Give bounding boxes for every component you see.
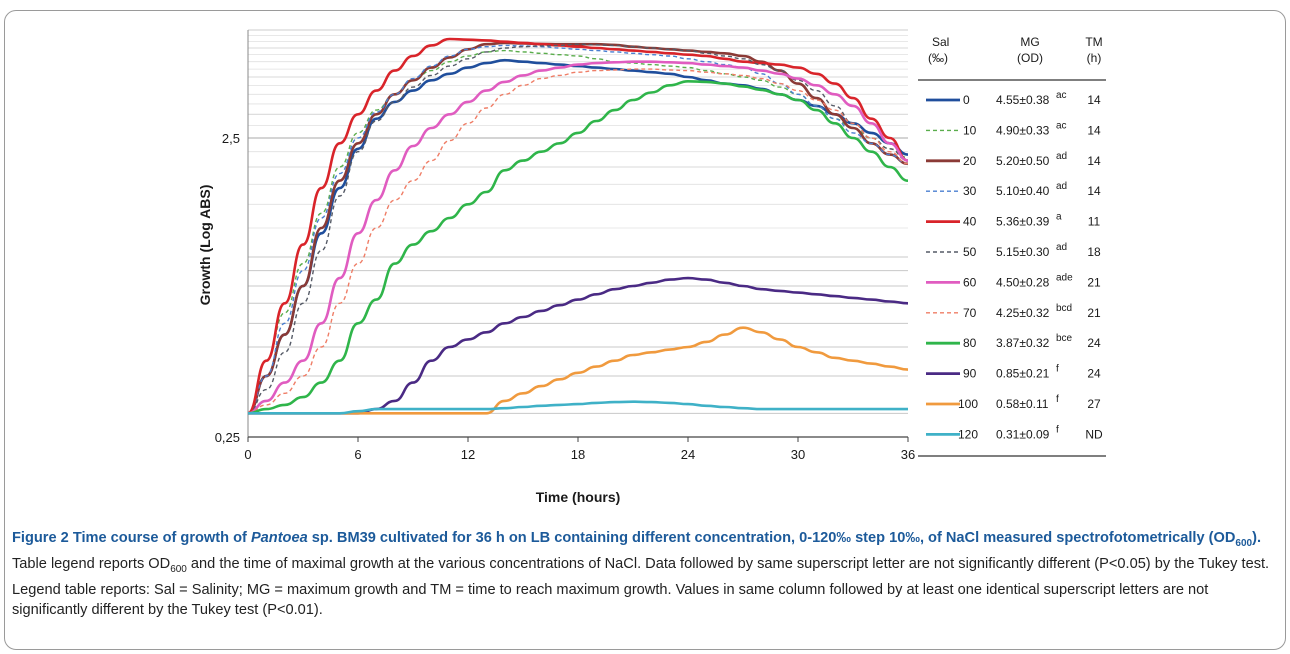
legend-tm-40: 11 xyxy=(1088,215,1101,229)
caption-figure-label: Figure 2 xyxy=(12,530,69,546)
series-line-60 xyxy=(247,60,909,415)
caption-text2: and the time of maximal growth at the va… xyxy=(12,555,1270,618)
y-tick-labels: 0,25 2,5 xyxy=(215,131,240,445)
legend-mg-sup-30: ad xyxy=(1056,181,1067,192)
legend-mg-30: 5.10±0.40 xyxy=(996,184,1050,198)
figure-frame xyxy=(4,10,1286,650)
x-tick-label: 6 xyxy=(354,447,361,462)
figure-caption: Figure 2 Time course of growth of Pantoe… xyxy=(12,528,1274,620)
series-line-50 xyxy=(247,43,909,414)
legend-mg-sup-20: ad xyxy=(1056,151,1067,162)
legend-mg-90: 0.85±0.21 xyxy=(996,367,1050,381)
legend-mg-120: 0.31±0.09 xyxy=(996,427,1050,441)
legend-tm-30: 14 xyxy=(1087,184,1101,198)
legend-header-tm-line1: TM xyxy=(1085,35,1102,49)
legend-mg-80: 3.87±0.32 xyxy=(996,336,1050,350)
legend-mg-sup-120: f xyxy=(1056,424,1059,435)
legend-mg-sup-50: ad xyxy=(1056,242,1067,253)
caption-text-subscript: 600 xyxy=(170,563,187,575)
legend-sal-30: 30 xyxy=(963,184,977,198)
caption-bold-part1: Time course of growth of xyxy=(68,530,251,546)
series-line-30 xyxy=(247,44,909,414)
legend-mg-60: 4.50±0.28 xyxy=(996,275,1050,289)
legend-tm-100: 27 xyxy=(1087,397,1101,411)
legend-mg-10: 4.90±0.33 xyxy=(996,123,1050,137)
legend-tm-50: 18 xyxy=(1087,245,1101,259)
series-line-40 xyxy=(247,37,909,415)
y-axis-title: Growth (Log ABS) xyxy=(197,185,213,306)
caption-bold-subscript: 600 xyxy=(1235,537,1253,549)
legend-mg-sup-0: ac xyxy=(1056,90,1067,101)
legend-tm-90: 24 xyxy=(1087,367,1101,381)
grid-layer xyxy=(248,29,908,414)
legend-sal-0: 0 xyxy=(963,93,970,107)
x-tick-label: 12 xyxy=(461,447,475,462)
legend-mg-0: 4.55±0.38 xyxy=(996,93,1050,107)
legend-sal-120: 120 xyxy=(958,427,978,441)
series-line-80 xyxy=(247,80,909,415)
legend-mg-sup-70: bcd xyxy=(1056,303,1072,314)
x-tick-label: 0 xyxy=(244,447,251,462)
legend-sal-50: 50 xyxy=(963,245,977,259)
y-tick-label: 0,25 xyxy=(215,430,240,445)
legend-tm-120: ND xyxy=(1085,427,1103,441)
growth-chart: 0 6 12 18 24 30 36 0,25 2,5 Time (hours) Growth… xyxy=(197,29,1106,505)
x-tick-label: 30 xyxy=(791,447,805,462)
legend-header-tm-line2: (h) xyxy=(1087,51,1102,65)
legend-tm-60: 21 xyxy=(1087,275,1101,289)
legend-mg-40: 5.36±0.39 xyxy=(996,215,1050,229)
legend-header-sal-line1: Sal xyxy=(932,35,949,49)
series-line-100 xyxy=(248,326,909,415)
x-tick-label: 36 xyxy=(901,447,915,462)
legend-mg-sup-90: f xyxy=(1056,364,1059,375)
x-tick-labels: 0 6 12 18 24 30 36 xyxy=(244,437,915,462)
legend-sal-20: 20 xyxy=(963,154,977,168)
legend-sal-80: 80 xyxy=(963,336,977,350)
legend-tm-80: 24 xyxy=(1087,336,1101,350)
legend-sal-60: 60 xyxy=(963,275,977,289)
series-line-0 xyxy=(247,58,909,415)
caption-text1: Table legend reports OD xyxy=(12,555,171,572)
series-line-70 xyxy=(247,68,909,414)
legend-mg-sup-60: ade xyxy=(1056,272,1073,283)
legend-header-mg-line2: (OD) xyxy=(1017,51,1043,65)
caption-species: Pantoea xyxy=(250,530,308,546)
caption-bold-part2: sp. BM39 cultivated for 36 h on LB conta… xyxy=(307,530,1236,546)
legend-header-sal-line2: (‰) xyxy=(928,51,948,65)
series-line-120 xyxy=(248,400,908,415)
legend-mg-sup-10: ac xyxy=(1056,120,1067,131)
legend-mg-70: 4.25±0.32 xyxy=(996,306,1050,320)
legend-mg-sup-100: f xyxy=(1056,394,1059,405)
legend-mg-20: 5.20±0.50 xyxy=(996,154,1050,168)
legend-sal-90: 90 xyxy=(963,367,977,381)
legend-mg-50: 5.15±0.30 xyxy=(996,245,1050,259)
legend-rows: 0 4.55±0.38 ac 14 10 4.90±0.33 ac 14 20 5.20±0.50… xyxy=(926,90,1103,441)
legend-sal-40: 40 xyxy=(963,215,977,229)
caption-bold-part3: ). xyxy=(1252,530,1262,546)
legend-mg-100: 0.58±0.11 xyxy=(996,397,1049,411)
y-tick-label: 2,5 xyxy=(222,131,240,146)
legend-header-mg-line1: MG xyxy=(1020,35,1039,49)
legend-tm-10: 14 xyxy=(1087,123,1101,137)
x-tick-label: 24 xyxy=(681,447,695,462)
legend-tm-70: 21 xyxy=(1087,306,1101,320)
legend-sal-70: 70 xyxy=(963,306,977,320)
x-axis-title: Time (hours) xyxy=(536,489,621,505)
series-layer xyxy=(247,37,909,415)
legend-sal-100: 100 xyxy=(958,397,978,411)
legend-tm-20: 14 xyxy=(1087,154,1101,168)
legend-mg-sup-40: a xyxy=(1056,212,1062,223)
legend-sal-10: 10 xyxy=(963,123,977,137)
legend-tm-0: 14 xyxy=(1087,93,1101,107)
legend-table: Sal (‰) MG (OD) TM (h) 0 4.55±0.38 ac 14 10 4… xyxy=(918,35,1106,457)
legend-mg-sup-80: bce xyxy=(1056,333,1073,344)
x-tick-label: 18 xyxy=(571,447,585,462)
